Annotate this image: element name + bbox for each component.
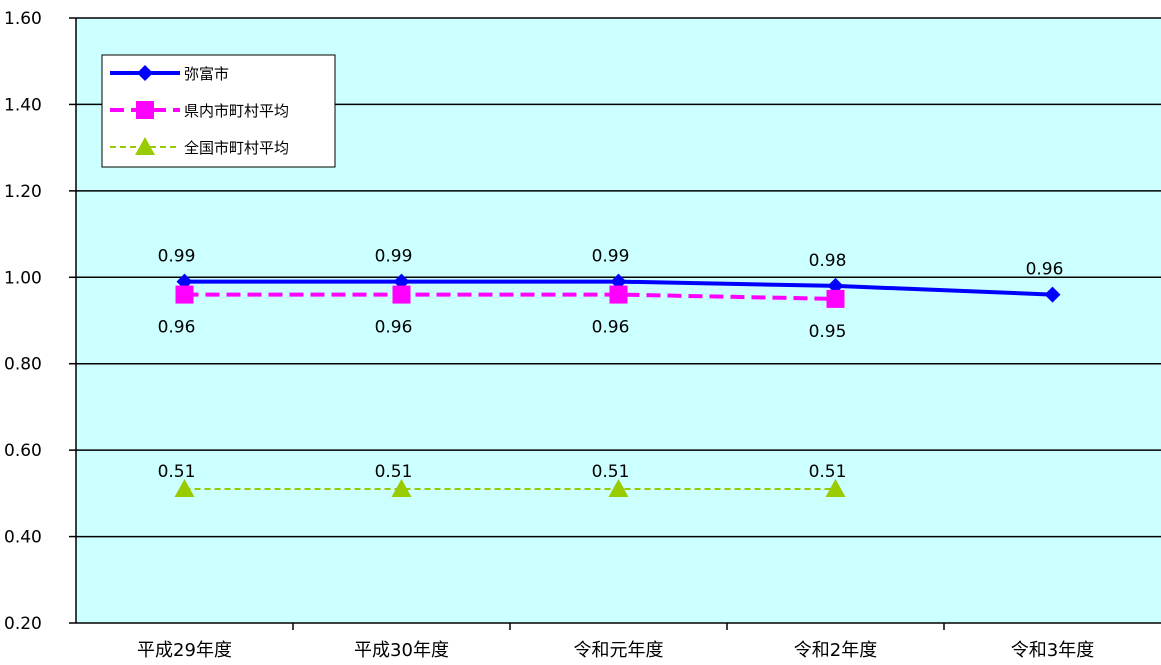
y-tick-label: 1.00: [4, 268, 42, 288]
y-axis-tick-labels: 1.60 1.40 1.20 1.00 0.80 0.60 0.40 0.20: [4, 9, 42, 634]
data-label: 0.96: [592, 318, 630, 338]
x-tick-label: 令和2年度: [794, 640, 877, 661]
data-point: [391, 479, 412, 498]
data-point: [392, 285, 411, 304]
y-tick-label: 0.40: [4, 528, 42, 548]
data-label: 0.98: [809, 251, 847, 271]
x-tick-label: 令和元年度: [574, 640, 664, 661]
x-tick-label: 令和3年度: [1011, 640, 1094, 661]
x-tick-label: 平成30年度: [354, 640, 449, 661]
y-tick-label: 1.40: [4, 95, 42, 115]
data-label: 0.51: [158, 462, 196, 482]
data-label: 0.51: [375, 462, 413, 482]
data-label: 0.96: [158, 318, 196, 338]
data-label: 0.99: [158, 247, 196, 267]
data-label: 0.51: [809, 462, 847, 482]
data-label: 0.95: [809, 322, 847, 342]
legend-label: 全国市町村平均: [184, 139, 289, 157]
y-tick-label: 0.60: [4, 441, 42, 461]
series-line: [184, 292, 836, 301]
legend-marker: [136, 101, 154, 119]
data-point: [1044, 286, 1061, 303]
data-label: 0.96: [375, 318, 413, 338]
legend-label: 弥富市: [184, 65, 229, 83]
data-point: [608, 479, 629, 498]
data-point: [825, 479, 846, 498]
y-tick-label: 0.20: [4, 614, 42, 634]
legend-marker: [137, 65, 153, 81]
data-point: [175, 285, 194, 304]
series-group: [174, 273, 1061, 498]
y-tick-label: 1.60: [4, 9, 42, 29]
x-axis-tick-labels: 平成29年度 平成30年度 令和元年度 令和2年度 令和3年度: [137, 640, 1094, 661]
y-tick-label: 1.20: [4, 182, 42, 202]
data-label: 0.96: [1026, 260, 1064, 280]
data-label: 0.51: [592, 462, 630, 482]
x-tick-label: 平成29年度: [137, 640, 232, 661]
data-labels: 0.99 0.99 0.99 0.98 0.96 0.96 0.96 0.96 0.95 0.51…: [158, 247, 1064, 482]
data-label: 0.99: [592, 247, 630, 267]
axes: [69, 17, 1161, 630]
data-label: 0.99: [375, 247, 413, 267]
data-point: [609, 285, 628, 304]
data-point: [826, 289, 845, 308]
data-point: [174, 479, 195, 498]
legend-label: 県内市町村平均: [184, 102, 289, 120]
y-tick-label: 0.80: [4, 355, 42, 375]
legend-marker: [135, 137, 155, 155]
